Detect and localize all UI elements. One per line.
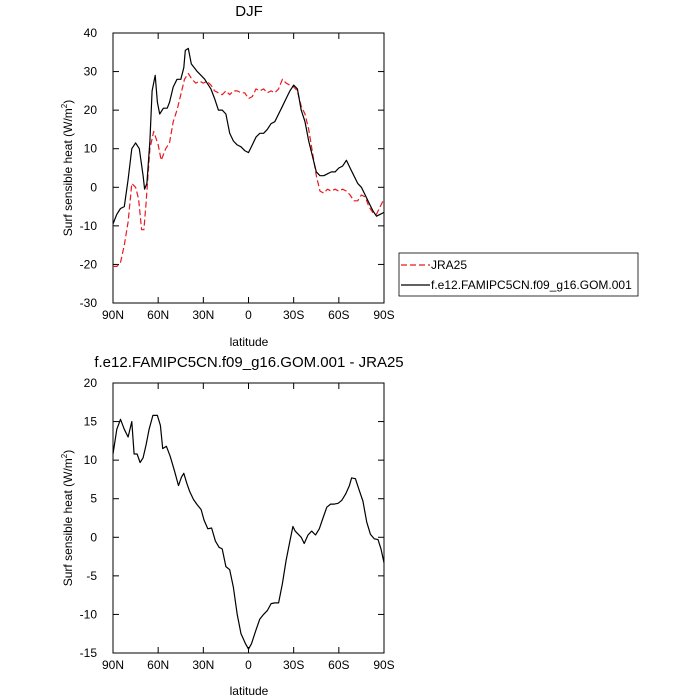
- y-tick-label: -10: [80, 219, 98, 233]
- y-tick-label: 0: [90, 180, 97, 194]
- legend: JRA25 f.e12.FAMIPC5CN.f09_g16.GOM.001: [398, 252, 639, 297]
- y-tick-label: 20: [84, 376, 98, 390]
- chart-title-bottom: f.e12.FAMIPC5CN.f09_g16.GOM.001 - JRA25: [94, 354, 403, 371]
- panel-bottom: f.e12.FAMIPC5CN.f09_g16.GOM.001 - JRA25 …: [60, 354, 404, 698]
- y-tick-label: 0: [90, 530, 97, 544]
- y-tick-label: 10: [84, 142, 98, 156]
- legend-label-model: f.e12.FAMIPC5CN.f09_g16.GOM.001: [431, 278, 632, 292]
- x-tick-label: 60N: [147, 658, 169, 672]
- plot-lines-top: [112, 47, 385, 267]
- y-tick-label: -15: [80, 646, 98, 660]
- y-tick-label: 5: [90, 492, 97, 506]
- x-tick-label: 30N: [192, 658, 214, 672]
- x-tick-label: 90S: [373, 658, 394, 672]
- y-axis-top: -30 -20 -10 0 10 20 30 40: [80, 26, 384, 310]
- y-tick-label: 40: [84, 26, 98, 40]
- y-tick-label: -30: [80, 296, 98, 310]
- x-tick-label: 0: [245, 658, 252, 672]
- y-tick-label: 15: [84, 415, 98, 429]
- x-tick-label: 90N: [102, 658, 124, 672]
- x-axis-bottom: 90N 60N 30N 0 30S 60S 90S: [102, 383, 395, 672]
- plot-frame-top: [112, 32, 385, 304]
- panel-top: DJF 90N 60N 30N 0 30S 60S 90S -30 -20 -10 0 10 20 30…: [60, 3, 395, 349]
- x-axis-label-bottom: latitude: [230, 684, 269, 698]
- series-line-jra25: [113, 72, 385, 267]
- y-tick-label: 30: [84, 65, 98, 79]
- x-tick-label: 60S: [328, 308, 349, 322]
- series-line-f-e12-famipc5cn-f09-g16-gom-001: [112, 47, 385, 225]
- chart-title-top: DJF: [235, 3, 263, 20]
- plot-lines-bottom: [112, 414, 385, 650]
- x-tick-label: 60N: [147, 308, 169, 322]
- y-tick-label: 10: [84, 453, 98, 467]
- y-tick-label: -5: [86, 569, 97, 583]
- legend-box: [398, 252, 639, 297]
- x-tick-label: 30S: [283, 658, 304, 672]
- y-axis-label-bottom: Surf sensible heat (W/m2): [60, 450, 75, 587]
- x-tick-label: 90N: [102, 308, 124, 322]
- plot-frame-bottom: [112, 382, 385, 654]
- y-axis-label-top: Surf sensible heat (W/m2): [60, 100, 75, 237]
- x-tick-label: 60S: [328, 658, 349, 672]
- y-tick-label: 20: [84, 103, 98, 117]
- x-tick-label: 30N: [192, 308, 214, 322]
- x-axis-label-top: latitude: [230, 335, 269, 349]
- legend-label-jra25: JRA25: [431, 258, 467, 272]
- y-axis-bottom: -15 -10 -5 0 5 10 15 20: [80, 376, 384, 660]
- x-axis-top: 90N 60N 30N 0 30S 60S 90S: [102, 33, 395, 322]
- x-tick-label: 90S: [373, 308, 394, 322]
- y-tick-label: -10: [80, 607, 98, 621]
- y-tick-label: -20: [80, 257, 98, 271]
- x-tick-label: 30S: [283, 308, 304, 322]
- series-line-difference: [112, 414, 385, 650]
- x-tick-label: 0: [245, 308, 252, 322]
